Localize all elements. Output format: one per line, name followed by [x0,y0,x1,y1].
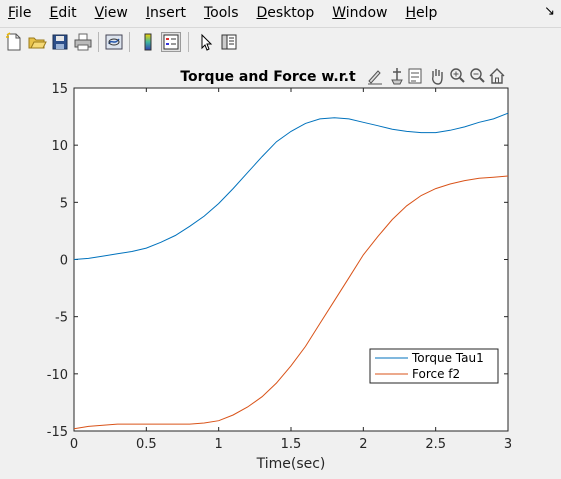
brush-icon[interactable] [366,66,384,86]
curved-arrow-icon[interactable]: ↘ [544,4,555,19]
save-icon[interactable] [50,32,70,52]
legend-icon[interactable] [161,32,181,52]
new-figure-icon[interactable] [4,32,24,52]
pointer-icon[interactable] [196,32,216,52]
menu-file[interactable]: File [8,5,32,21]
figure-canvas [0,56,561,479]
menu-edit[interactable]: Edit [49,5,77,21]
menu-desktop[interactable]: Desktop [256,5,315,21]
zoom-out-icon[interactable] [468,66,486,86]
toolbar-separator [188,32,189,52]
property-inspector-icon[interactable] [219,32,239,52]
figure-toolbar [0,27,561,57]
data-cursor-icon[interactable] [388,66,406,86]
home-icon[interactable] [488,66,506,86]
menu-help[interactable]: Help [405,5,438,21]
pan-icon[interactable] [428,66,446,86]
menubar: File Edit View Insert Tools Desktop Wind… [0,0,561,26]
print-icon[interactable] [73,32,93,52]
menu-insert[interactable]: Insert [145,5,186,21]
menu-view[interactable]: View [94,5,128,21]
insert-legend-icon[interactable] [406,66,424,86]
toolbar-separator [129,32,130,52]
menu-tools[interactable]: Tools [203,5,239,21]
menu-window[interactable]: Window [332,5,388,21]
zoom-in-icon[interactable] [448,66,466,86]
open-file-icon[interactable] [27,32,47,52]
link-plot-icon[interactable] [104,32,124,52]
colorbar-icon[interactable] [138,32,158,52]
toolbar-separator [98,32,99,52]
